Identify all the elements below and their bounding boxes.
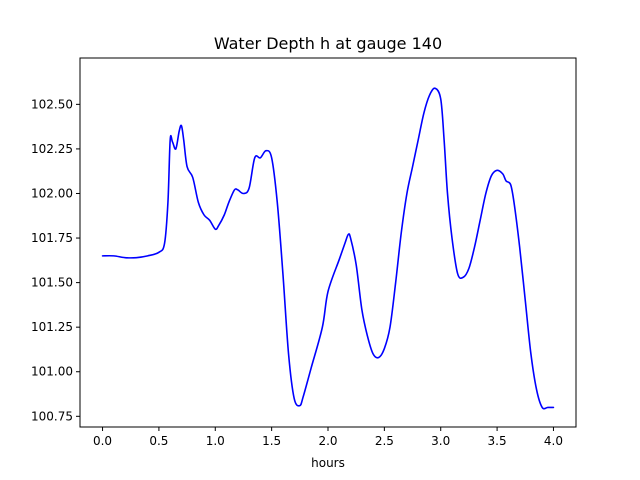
x-tick-label: 0.5: [149, 434, 168, 448]
chart-title: Water Depth h at gauge 140: [214, 34, 442, 53]
x-tick-label: 1.5: [262, 434, 281, 448]
y-tick-label: 101.25: [31, 320, 73, 334]
y-tick-label: 101.00: [31, 365, 73, 379]
y-tick-label: 102.25: [31, 142, 73, 156]
y-tick-label: 100.75: [31, 409, 73, 423]
x-tick-label: 3.0: [431, 434, 450, 448]
y-axis-ticks: 100.75 101.00 101.25 101.50 101.75 102.00 102.…: [31, 97, 80, 423]
x-tick-label: 3.5: [488, 434, 507, 448]
y-tick-label: 101.50: [31, 276, 73, 290]
x-tick-label: 2.0: [318, 434, 337, 448]
plot-area: [79, 57, 577, 428]
x-axis-ticks: 0.0 0.5 1.0 1.5 2.0 2.5 3.0 3.5 4.0: [93, 427, 563, 448]
series-line: [101, 87, 555, 410]
x-tick-label: 4.0: [544, 434, 563, 448]
x-tick-label: 2.5: [375, 434, 394, 448]
y-tick-label: 102.00: [31, 186, 73, 200]
y-tick-label: 101.75: [31, 231, 73, 245]
plot-frame: [79, 57, 577, 428]
x-tick-label: 0.0: [93, 434, 112, 448]
x-axis-label: hours: [311, 456, 345, 470]
series-layer: [101, 87, 555, 410]
y-tick-label: 102.50: [31, 97, 73, 111]
x-tick-label: 1.0: [206, 434, 225, 448]
